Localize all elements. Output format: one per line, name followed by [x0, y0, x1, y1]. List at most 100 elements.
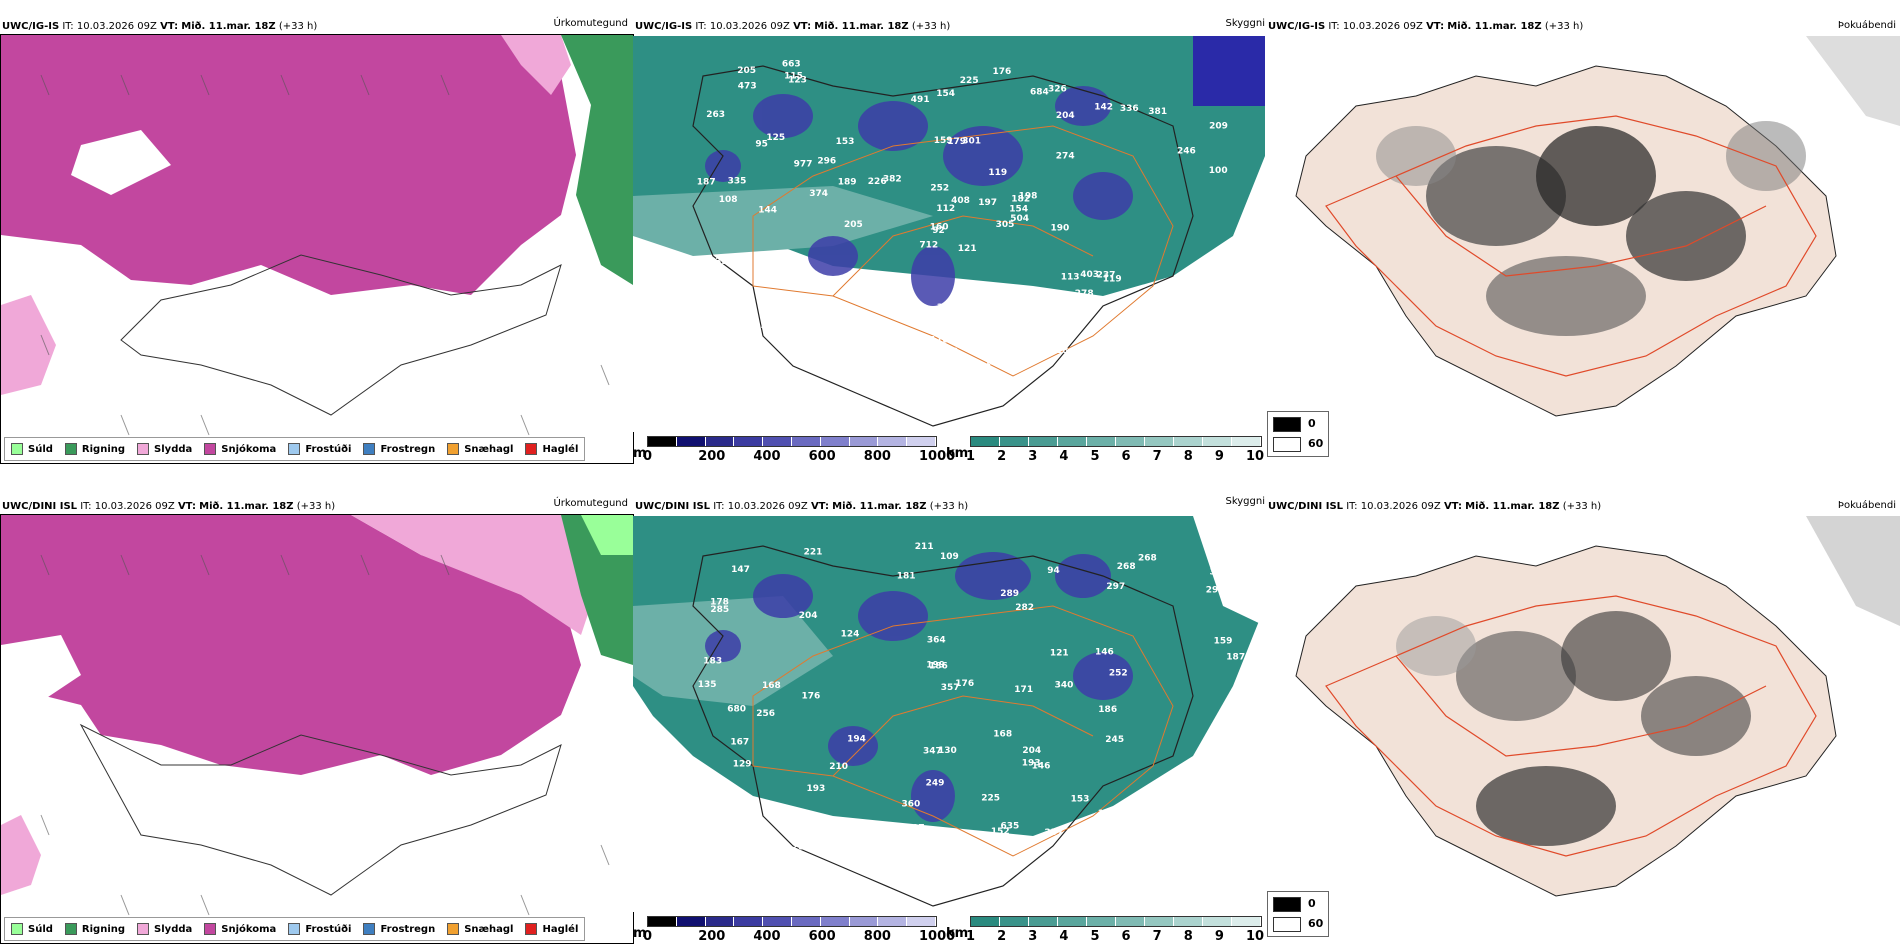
- colorbar-segment: [849, 917, 879, 926]
- colorbar-tick-label: 800: [863, 929, 891, 944]
- cloud-base-label: 193: [807, 784, 826, 794]
- cloud-base-label: 225: [981, 794, 1000, 804]
- cloud-base-label: 204: [1056, 111, 1075, 121]
- row-igis: UWC/IG-IS IT: 10.03.2026 09Z VT: Mið. 11…: [0, 0, 1900, 464]
- cloud-base-label: 176: [993, 67, 1012, 77]
- cloud-base-label: 108: [719, 195, 738, 205]
- colorbar-segment: [907, 917, 936, 926]
- init-time: 10.03.2026 09Z: [1342, 21, 1423, 32]
- fog-key: 0 60: [1267, 891, 1329, 937]
- cloud-base-label: 278: [1075, 289, 1094, 299]
- visibility-map: 135 109 146 337 178 113 256 282 364 268 176 245 211 2…: [633, 516, 1265, 912]
- cloud-base-label: 249: [926, 778, 945, 788]
- cloud-base-label: 237: [1097, 270, 1116, 280]
- cloud-base-label: 977: [794, 159, 813, 169]
- cloud-base-label: 297: [1106, 582, 1125, 592]
- sleet-area: [351, 515, 601, 635]
- cloud-base-label: 182: [1011, 195, 1030, 205]
- colorbar-segment: [1174, 437, 1203, 446]
- snow-area: [1, 515, 581, 775]
- fog-key-label-60: 60: [1308, 437, 1324, 450]
- cloud-base-label: 187: [1226, 653, 1245, 663]
- cloud-base-label: 102: [839, 312, 858, 322]
- fog-map-svg: [1266, 516, 1900, 916]
- cloud-base-label: 339: [1115, 819, 1134, 829]
- cloud-base-label: 160: [930, 223, 949, 233]
- cloud-base-label: 229: [735, 350, 754, 360]
- fog-road-network: [1325, 115, 1817, 377]
- colorbar-segment: [1116, 437, 1145, 446]
- legend-item-snaehagl: Snæhagl: [447, 923, 513, 935]
- lead-time: (+33 h): [296, 501, 336, 512]
- colorbar-segment: [1232, 437, 1261, 446]
- cloud-base-label: 95: [755, 140, 768, 150]
- legend-item-sud: Súld: [11, 443, 53, 455]
- it-label: IT:: [1346, 501, 1358, 512]
- iceland-outline: [692, 65, 1194, 427]
- colorbar-segment: [1087, 437, 1116, 446]
- init-time: 10.03.2026 09Z: [94, 501, 175, 512]
- model-name: UWC/DINI ISL: [1268, 501, 1344, 512]
- cloud-base-label: 473: [738, 82, 757, 92]
- panel-header: UWC/DINI ISL IT: 10.03.2026 09Z VT: Mið.…: [1268, 500, 1601, 514]
- cloud-base-label: 252: [930, 184, 949, 194]
- visibility-panel: UWC/IG-IS IT: 10.03.2026 09Z VT: Mið. 11…: [633, 0, 1265, 464]
- cloud-base-label: 663: [782, 59, 801, 69]
- cloud-base-label: 183: [703, 657, 722, 667]
- cloud-base-label: 129: [733, 760, 752, 770]
- lead-time: (+33 h): [1562, 501, 1602, 512]
- cloud-base-label: 154: [936, 89, 955, 99]
- cloud-base-ticks: 0 200 400 600 800 1000: [633, 927, 955, 944]
- visibility-bar: [970, 436, 1262, 447]
- cloud-base-label: 112: [936, 204, 955, 214]
- legend-item-haglel: Haglél: [525, 443, 578, 455]
- precip-map: [0, 514, 634, 944]
- colorbar-tick-label: 10: [1246, 449, 1265, 464]
- colorbar-segment: [971, 437, 1000, 446]
- panel-title: Þokuábendi: [1837, 500, 1896, 511]
- valid-time: Mið. 11.mar. 18Z: [181, 21, 276, 32]
- valid-time: Mið. 11.mar. 18Z: [1465, 501, 1560, 512]
- vt-label: VT:: [1426, 21, 1445, 32]
- clear-corner: [1193, 36, 1265, 106]
- colorbar-tick-label: 400: [753, 449, 781, 464]
- legend-item-snjokoma: Snjókoma: [204, 443, 276, 455]
- cloud-base-label: 130: [938, 746, 957, 756]
- cloud-base-label: 100: [1209, 166, 1228, 176]
- wind-barbs: [40, 74, 610, 436]
- cloud-base-label: 290: [1206, 586, 1225, 596]
- cloud-base-label: 92: [932, 226, 945, 236]
- cloud-base-label: 147: [731, 565, 750, 575]
- cloud-base-label: 179: [947, 137, 966, 147]
- colorbar-segment: [1000, 917, 1029, 926]
- cloud-base-label: 218: [1227, 844, 1246, 854]
- panel-header: UWC/IG-IS IT: 10.03.2026 09Z VT: Mið. 11…: [635, 20, 950, 34]
- visibility-map: 121 95 92 349 182 391 326 301 204 305 123 162 144 209…: [633, 36, 1265, 432]
- cloud-base-label: 153: [1071, 795, 1090, 805]
- cloud-base-label: 504: [1010, 214, 1029, 224]
- colorbar-segment: [849, 437, 879, 446]
- cloud-base-label: 183: [939, 347, 958, 357]
- panel-header: UWC/IG-IS IT: 10.03.2026 09Z VT: Mið. 11…: [1268, 20, 1583, 34]
- colorbar-tick-label: 5: [1090, 449, 1100, 464]
- cloud-base-label: 336: [1120, 104, 1139, 114]
- cloud-base-label: 387: [776, 314, 795, 324]
- cloud-base-label: 205: [737, 66, 756, 76]
- cloud-base-ticks: 0 200 400 600 800 1000: [633, 447, 955, 464]
- colorbar-segment: [1087, 917, 1116, 926]
- sleet-area-2: [1, 815, 41, 895]
- cloud-base-label: 305: [996, 220, 1015, 230]
- colorbar-segment: [1174, 917, 1203, 926]
- panel-title: Þokuábendi: [1837, 20, 1896, 31]
- cloud-base-label: 194: [847, 735, 866, 745]
- cloud-base-label: 374: [809, 189, 828, 199]
- cloud-base-label: 167: [730, 738, 749, 748]
- cloud-base-unit: m: [633, 446, 647, 461]
- colorbar-tick-label: 9: [1214, 449, 1224, 464]
- visibility-ticks: 1 2 3 4 5 6 7 8 9 10: [946, 447, 1265, 464]
- it-label: IT:: [695, 21, 707, 32]
- cloud-base-label: 221: [804, 548, 823, 558]
- fog-key-label-0: 0: [1308, 897, 1316, 910]
- vt-label: VT:: [177, 501, 196, 512]
- iceland-outline: [79, 723, 562, 896]
